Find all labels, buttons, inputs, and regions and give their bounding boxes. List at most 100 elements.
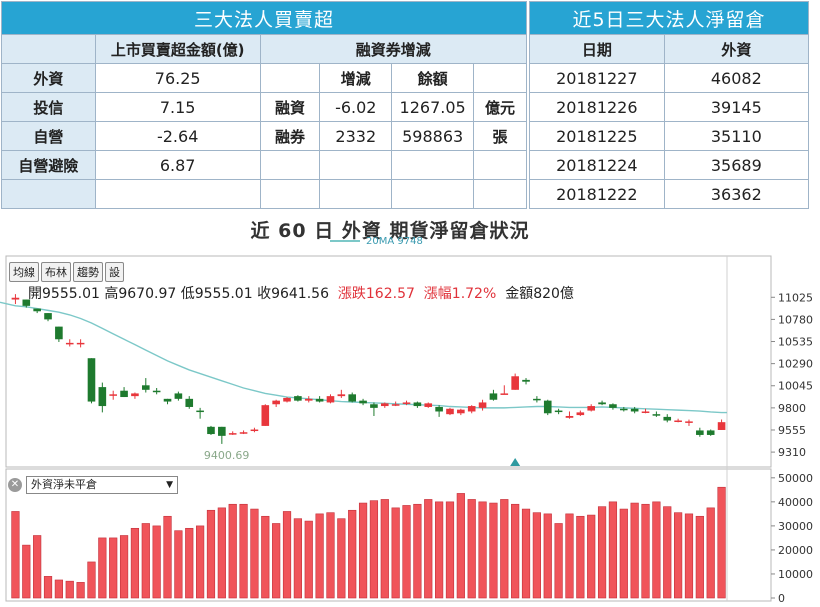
candle-body: [370, 404, 378, 408]
candle-body: [207, 426, 215, 435]
candle-body: [598, 402, 606, 405]
candle-body: [609, 404, 617, 408]
settings-button[interactable]: 設: [105, 262, 124, 282]
candle-body: [196, 410, 204, 413]
candle-body: [55, 326, 63, 340]
low-value: 9555.01: [194, 286, 253, 302]
price-tick-label: 11025: [778, 291, 813, 304]
amount-value: 820億: [533, 286, 574, 302]
close-icon[interactable]: ✕: [8, 478, 22, 492]
signal-marker[interactable]: [510, 458, 521, 466]
candle-body: [11, 297, 20, 300]
chart-toolbar: 均線 布林 趨勢 設: [9, 262, 124, 282]
position-bar: [337, 518, 346, 599]
position-bar: [206, 509, 216, 599]
bar-tick-label: 10000: [778, 568, 813, 581]
position-bar: [250, 508, 259, 599]
indicator-dropdown[interactable]: 外資淨未平倉 ▼: [26, 476, 178, 494]
candle-body: [685, 421, 693, 423]
change-cell: 2332: [319, 121, 393, 151]
candle-body: [228, 433, 237, 435]
candle-body: [326, 396, 335, 403]
candle-body: [543, 400, 552, 414]
position-bar: [369, 500, 379, 599]
header-date: 日期: [529, 34, 665, 64]
price-tick-label: 10780: [778, 313, 813, 326]
position-bar: [315, 513, 324, 599]
bollinger-button[interactable]: 布林: [41, 262, 71, 282]
position-bar: [43, 576, 53, 599]
chevron-down-icon: ▼: [166, 480, 173, 490]
candle-layer: [11, 294, 726, 444]
candle-body: [663, 416, 672, 421]
amount-label: 金額: [505, 286, 534, 302]
ma-legend-line: [330, 240, 360, 242]
candle-body: [348, 394, 357, 402]
date-cell: 20181227: [529, 63, 665, 93]
position-bar: [272, 523, 281, 599]
position-bar: [380, 499, 389, 599]
position-bar: [456, 493, 465, 599]
open-label: 開: [28, 286, 42, 302]
price-tick-label: 9800: [778, 402, 806, 415]
candle-body: [65, 342, 74, 345]
candle-body: [565, 415, 574, 418]
position-bar: [304, 520, 313, 599]
position-bar: [467, 499, 476, 599]
position-bar: [261, 515, 270, 599]
position-bar: [119, 535, 129, 599]
amount-cell: 7.15: [94, 92, 261, 122]
position-bar: [652, 501, 661, 599]
position-bar: [196, 525, 205, 599]
margin-label-cell: 融資: [259, 92, 321, 122]
ma-legend: 20MA 9748: [330, 236, 423, 247]
candle-body: [674, 420, 682, 423]
unit-cell: 張: [473, 121, 527, 151]
summary-table-title: 三大法人買賣超: [1, 1, 527, 35]
position-bar: [445, 501, 455, 599]
candle-body: [163, 398, 172, 402]
amount-cell: 76.25: [94, 63, 261, 93]
trend-button[interactable]: 趨勢: [73, 262, 103, 282]
bar-panel-border: [5, 468, 772, 602]
position-bar: [532, 512, 541, 599]
position-bar: [511, 503, 520, 599]
candle-body: [413, 402, 422, 407]
position-bar: [185, 527, 194, 599]
change-label: 漲跌: [337, 286, 366, 302]
candle-body: [717, 422, 726, 430]
candle-body: [467, 406, 476, 412]
ma-button[interactable]: 均線: [9, 262, 39, 282]
candle-body: [696, 430, 704, 435]
ma-legend-text: 20MA 9748: [366, 236, 423, 247]
header-margin: 融資券增減: [259, 34, 528, 64]
net-position-table: 近5日三大法人淨留倉 日期 外資 20181227 46082 20181226 3…: [529, 1, 810, 209]
candle-body: [22, 299, 31, 306]
candle-body: [446, 408, 454, 415]
candle-body: [457, 409, 465, 414]
candle-body: [391, 404, 400, 406]
bar-axis: 50000 40000 30000 20000 10000 0: [771, 472, 813, 605]
candle-body: [337, 394, 346, 397]
min-price-annotation: 9400.69: [204, 449, 250, 462]
row-label: 自營避險: [1, 150, 96, 180]
balance-cell: 598863: [391, 121, 475, 151]
candle-body: [87, 358, 96, 402]
position-bar: [163, 515, 172, 599]
position-bar: [76, 582, 85, 599]
bar-layer: [11, 486, 726, 599]
institutional-summary-table: 三大法人買賣超 上市買賣超金額(億) 融資券增減 外資 76.25 增減 餘額 …: [1, 1, 528, 209]
indicator-selected: 外資淨未平倉: [31, 478, 97, 491]
position-bar: [576, 515, 585, 599]
unit-cell: [473, 179, 527, 209]
position-bar: [424, 499, 433, 599]
close-value: 9641.56: [271, 286, 329, 302]
position-bar: [554, 523, 563, 599]
position-bar: [608, 501, 618, 599]
candle-body: [174, 393, 183, 399]
position-bar: [684, 513, 694, 599]
position-bar: [326, 512, 335, 599]
position-bar: [565, 513, 574, 599]
